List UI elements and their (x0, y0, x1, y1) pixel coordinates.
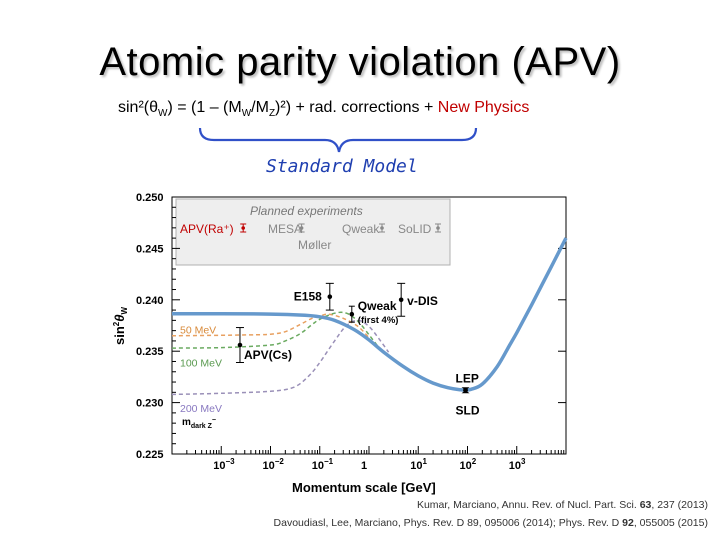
x-tick-label: 102 (460, 457, 477, 472)
formula-part: )²) + rad. corrections + (275, 99, 438, 116)
planned-1: MESA (268, 222, 302, 236)
formula-part: sin²(θ (118, 99, 159, 116)
planned-point-2 (380, 226, 384, 230)
measurement-label-1: E158 (294, 290, 322, 304)
planned-3: SoLID (398, 222, 432, 236)
weinberg-formula: sin²(θW) = (1 – (MW/MZ)²) + rad. correct… (118, 99, 529, 119)
ref-text: , 237 (2013) (651, 499, 708, 511)
formula-sub: Z (268, 108, 276, 120)
planned-experiments-box (175, 198, 451, 266)
formula-sub: W (158, 108, 168, 120)
x-tick-label: 10−2 (263, 457, 285, 472)
dark-z-curve-2 (171, 319, 390, 396)
ref-text: , 055005 (2015) (633, 517, 708, 529)
planned-point-1 (299, 226, 304, 230)
planned-point-3 (436, 226, 440, 230)
formula-part: ) = (1 – (M (167, 99, 242, 116)
lep-sld-marker (461, 387, 470, 394)
planned-point-0 (241, 226, 245, 230)
ref-text: Davoudiasl, Lee, Marciano, Phys. Rev. D … (273, 517, 623, 529)
measurement-point-1 (327, 294, 333, 300)
x-axis-label: Momentum scale [GeV] (292, 480, 436, 495)
measurement-label-3: LEP (456, 371, 479, 385)
planned-2: Qweak (342, 222, 380, 236)
new-physics-term: New Physics (437, 99, 530, 116)
measurement-label-2: v-DIS (407, 294, 438, 308)
dark-z-mass-label: mdark Z− (182, 417, 216, 430)
measurement-point-0 (237, 342, 243, 348)
measurement-point-2 (398, 297, 404, 303)
x-tick-label: 101 (410, 457, 427, 472)
y-tick-label: 0.240 (136, 295, 164, 307)
legend-title: Planned experiments (250, 204, 363, 218)
ref-volume: 63 (639, 499, 652, 511)
planned-0: APV(Ra⁺) (180, 222, 234, 236)
dark-z-curve-1 (171, 311, 379, 349)
x-tick-label: 10−1 (312, 457, 334, 472)
x-tick-label: 10−3 (213, 457, 235, 472)
dark-z-curve-0 (171, 313, 370, 339)
qweak-sublabel: (first 4%) (358, 315, 399, 326)
measurement-label-0: APV(Cs) (244, 348, 292, 362)
slide-title: Atomic parity violation (APV) (99, 40, 621, 84)
standard-model-label: Standard Model (266, 156, 418, 177)
standard-model-curve (171, 237, 568, 392)
x-tick-label: 1 (361, 460, 367, 472)
y-tick-label: 0.225 (136, 449, 164, 461)
curly-brace (198, 127, 478, 153)
ref-text: Kumar, Marciano, Annu. Rev. of Nucl. Par… (416, 499, 640, 511)
y-tick-label: 0.230 (136, 398, 164, 410)
x-tick-label: 103 (509, 457, 526, 472)
y-tick-label: 0.235 (136, 346, 164, 358)
qweak-label: Qweak (358, 299, 397, 313)
planned-4: Møller (298, 238, 331, 252)
dark-z-label-1: 100 MeV (180, 358, 222, 370)
reference-1: Kumar, Marciano, Annu. Rev. of Nucl. Par… (274, 496, 708, 514)
y-axis-label: sin2θW (112, 307, 129, 346)
formula-part: /M (251, 99, 269, 116)
dark-z-label-2: 200 MeV (180, 403, 222, 415)
reference-2: Davoudiasl, Lee, Marciano, Phys. Rev. D … (274, 514, 708, 532)
formula-sub: W (241, 108, 252, 120)
references: Kumar, Marciano, Annu. Rev. of Nucl. Par… (274, 496, 708, 532)
measurement-label-4: SLD (456, 403, 480, 417)
y-tick-label: 0.250 (136, 192, 164, 204)
ref-volume: 92 (622, 517, 634, 529)
y-tick-label: 0.245 (136, 243, 164, 255)
dark-z-label-0: 50 MeV (180, 325, 216, 337)
qweak-point (349, 311, 355, 317)
